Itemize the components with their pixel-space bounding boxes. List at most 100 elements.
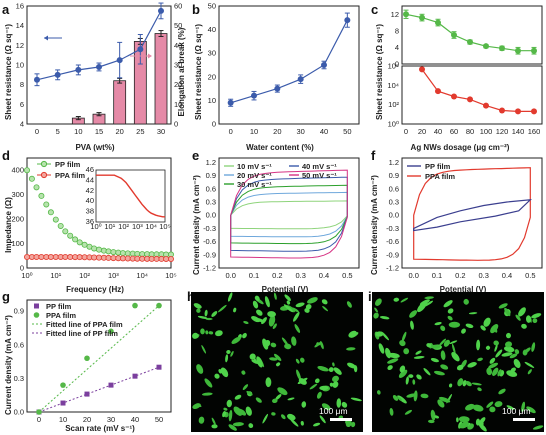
d-ppa-point-26 (148, 255, 155, 262)
a-point-0 (34, 76, 40, 83)
g-ppa-point-10 (60, 382, 66, 388)
d-inset-ytick-46: 46 (86, 165, 94, 174)
a-point-30 (158, 7, 164, 14)
d-inset-xtick-1: 10¹ (104, 222, 115, 231)
b-point-50 (344, 17, 351, 24)
cells-h-cell (204, 378, 213, 388)
cells-i-cell (399, 340, 406, 347)
cells-i-cell (462, 380, 467, 387)
cells-h-cell (272, 398, 278, 404)
d-legend-marker-1 (40, 171, 48, 179)
cells-i-cell (476, 339, 481, 351)
c-top-point-20 (419, 14, 425, 21)
b-point-20 (274, 85, 281, 92)
cells-i-cell (413, 390, 418, 402)
f-xlabel: Potential (V) (440, 285, 487, 294)
cells-i-cell (532, 425, 544, 430)
cells-i-cell (524, 361, 535, 368)
cells-i-cell (480, 325, 486, 331)
cells-i-cell (468, 312, 478, 315)
d-ppa-point-6 (52, 253, 59, 260)
cells-i-cell (449, 340, 458, 344)
cells-h-cell (254, 295, 260, 302)
b-xtick-20: 20 (273, 127, 281, 136)
cells-i-cell (373, 312, 379, 319)
f-ylabel: Current density (mA cm⁻²) (370, 175, 379, 275)
cells-h-cell (227, 292, 233, 302)
g-ytick-0.6: 0.6 (14, 340, 24, 349)
panel-label-d: d (2, 148, 10, 163)
cells-i-cell (416, 374, 422, 380)
cells-h-cell (333, 367, 342, 375)
cells-i-cell (413, 355, 425, 359)
d-pp-point-15 (96, 246, 103, 253)
panel-label-c: c (371, 2, 378, 17)
cells-h-cell (228, 409, 233, 422)
cells-h-cell (267, 311, 276, 318)
f-xtick-0.3: 0.3 (478, 271, 488, 280)
cells-h-cell (321, 403, 331, 411)
c-top-line (405, 13, 534, 52)
cells-i-cell (443, 339, 450, 347)
d-inset-xtick-5: 10⁵ (159, 222, 170, 231)
cells-i-cell (527, 369, 532, 375)
cells-i-cell (405, 376, 409, 385)
c-bottom-point-160 (531, 108, 537, 115)
cells-i-cell (459, 421, 469, 429)
c-bottom-ytick-1: 10² (388, 100, 399, 109)
cells-i-cell (379, 316, 390, 320)
g-ylabel: Current density (mA cm⁻²) (4, 315, 13, 415)
cells-i-cell (467, 362, 477, 368)
cells-i-cell (410, 320, 414, 330)
cells-i-cell (397, 397, 402, 401)
cells-i-cell (401, 331, 407, 342)
c-bottom-point-20 (419, 66, 425, 73)
cells-h-cell (242, 384, 249, 391)
cells-h-cell (205, 330, 209, 335)
c-bottom-point-60 (451, 93, 457, 100)
cells-h-cell (255, 397, 262, 403)
c-bottom-point-120 (499, 107, 505, 114)
cells-i-cell (509, 353, 518, 359)
c-xtick-120: 120 (496, 127, 509, 136)
cells-i-cell (440, 325, 446, 332)
cells-h-cell (270, 342, 277, 348)
cells-h-cell (262, 413, 269, 424)
e-legend-label-0: 10 mV s⁻¹ (237, 162, 272, 171)
a-arrow-left-head (44, 35, 48, 41)
cells-h-cell (350, 421, 356, 428)
d-pp-point-11 (76, 239, 83, 246)
cells-h-cell (322, 305, 329, 312)
cells-h-cell (328, 367, 334, 373)
cells-i-cell (493, 340, 499, 346)
c-xtick-60: 60 (450, 127, 458, 136)
cells-h-cell (192, 332, 199, 339)
f-ppa-curve (413, 167, 531, 261)
d-pp-point-12 (81, 241, 88, 248)
c-xtick-160: 160 (528, 127, 541, 136)
d-ppa-point-11 (76, 254, 83, 261)
cells-h-cell (252, 300, 259, 309)
cells-i-cell (433, 370, 445, 376)
cells-h-cell (222, 411, 227, 418)
d-xtick-0: 10⁰ (21, 271, 32, 280)
cells-i-cell (387, 358, 399, 364)
cells-h-cell (287, 397, 295, 401)
c-ylabel: Sheet resistance (Ω sq⁻¹) (375, 24, 384, 120)
cells-i-cell (426, 343, 432, 348)
d-inset-ytick-38: 38 (86, 207, 94, 216)
e-ytick-0.6: 0.6 (206, 184, 216, 193)
cells-i-cell (451, 352, 460, 362)
d-ppa-point-18 (110, 255, 117, 262)
cells-h-cell (276, 362, 281, 367)
d-ppa-point-20 (119, 255, 126, 262)
cells-i-cell (376, 390, 381, 395)
cells-h-cell (233, 406, 243, 416)
fluorescence-image-i: 100 μm (372, 292, 544, 432)
d-xtick-3: 10³ (108, 271, 119, 280)
f-xtick-0.4: 0.4 (502, 271, 512, 280)
g-legend-label-1: PPA film (46, 311, 76, 320)
cells-i-cell (447, 315, 453, 321)
cells-i-cell (483, 317, 491, 327)
